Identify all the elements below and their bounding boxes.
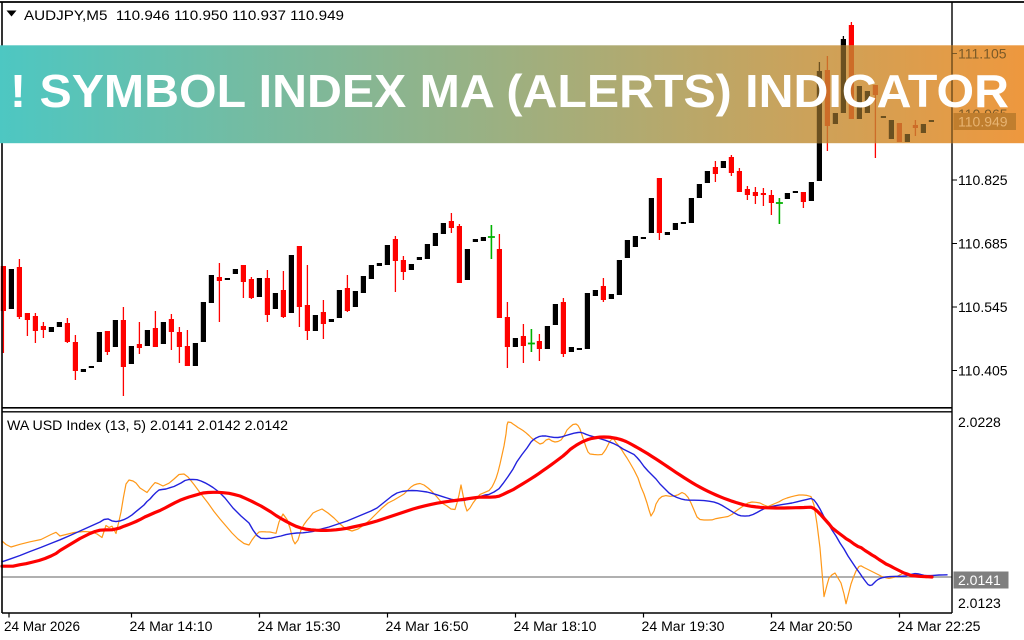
svg-text:! SYMBOL INDEX MA (ALERTS) IND: ! SYMBOL INDEX MA (ALERTS) INDICATOR (10, 65, 1009, 117)
svg-text:2.0141: 2.0141 (958, 572, 1001, 588)
svg-text:AUDJPY,M5 110.946 110.950 110: AUDJPY,M5 110.946 110.950 110.937 110.94… (24, 8, 344, 23)
svg-text:24 Mar 2026: 24 Mar 2026 (4, 619, 80, 634)
svg-text:24 Mar 16:50: 24 Mar 16:50 (386, 619, 469, 634)
svg-text:110.825: 110.825 (958, 172, 1008, 188)
svg-text:WA USD Index (13, 5) 2.0141 2.: WA USD Index (13, 5) 2.0141 2.0142 2.014… (7, 418, 288, 433)
svg-text:24 Mar 19:30: 24 Mar 19:30 (642, 619, 725, 634)
svg-text:110.545: 110.545 (958, 299, 1008, 315)
svg-text:24 Mar 18:10: 24 Mar 18:10 (514, 619, 597, 634)
svg-text:24 Mar 14:10: 24 Mar 14:10 (130, 619, 213, 634)
svg-text:111.105: 111.105 (958, 46, 1007, 62)
svg-text:24 Mar 20:50: 24 Mar 20:50 (770, 619, 853, 634)
svg-text:2.0123: 2.0123 (958, 595, 1001, 611)
svg-text:24 Mar 22:25: 24 Mar 22:25 (898, 619, 981, 634)
svg-text:110.685: 110.685 (958, 236, 1008, 252)
svg-text:24 Mar 15:30: 24 Mar 15:30 (258, 619, 341, 634)
svg-text:110.949: 110.949 (958, 114, 1008, 130)
svg-text:110.405: 110.405 (958, 363, 1008, 379)
svg-text:2.0228: 2.0228 (958, 414, 1001, 430)
